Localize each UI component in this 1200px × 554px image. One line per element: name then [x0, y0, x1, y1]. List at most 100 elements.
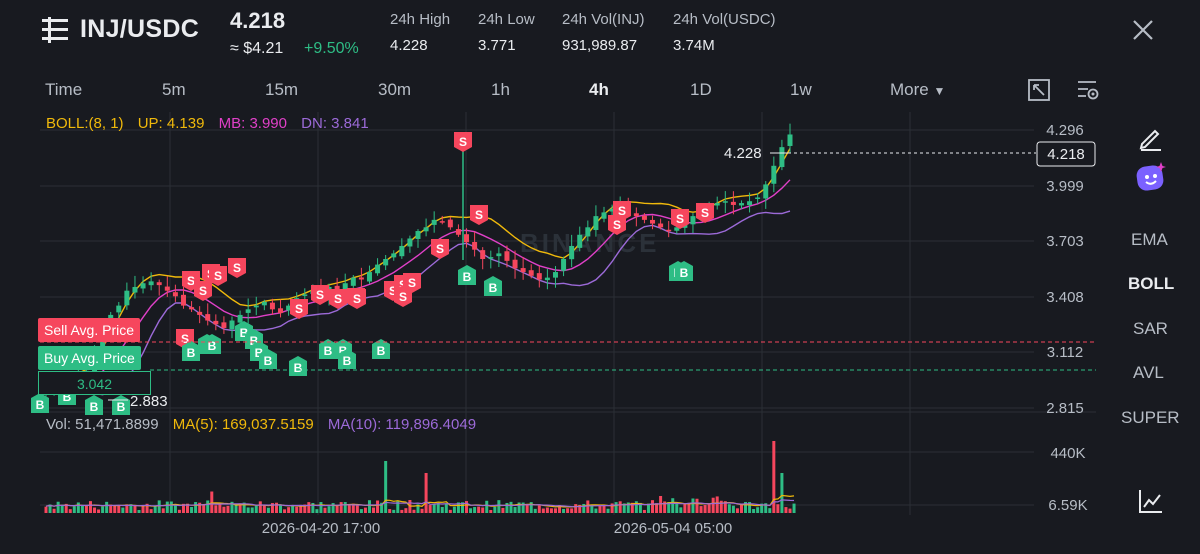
volume-bar	[311, 502, 315, 513]
tab-more[interactable]: More ▼	[890, 80, 945, 100]
tab-1d[interactable]: 1D	[690, 80, 712, 99]
trading-pair[interactable]: INJ/USDC	[80, 15, 200, 43]
volume-bar	[440, 506, 444, 513]
buy-marker-label: B	[324, 344, 333, 358]
indicator-avl[interactable]: AVL	[1133, 363, 1164, 382]
volume-bar	[456, 502, 460, 513]
volume-bar	[715, 496, 719, 513]
volume-bar	[452, 506, 456, 513]
last-price: 4.218	[230, 8, 286, 33]
sell-marker: S	[454, 132, 472, 152]
buy-marker-label: B	[240, 326, 249, 340]
volume-bar	[748, 502, 752, 513]
volume-bar	[165, 501, 169, 513]
tab-15m[interactable]: 15m	[265, 80, 299, 99]
volume-bar	[703, 505, 707, 513]
volume-bar	[327, 506, 331, 513]
volume-bar	[250, 507, 254, 513]
fullscreen-icon[interactable]	[1027, 78, 1051, 102]
volume-bar	[420, 508, 424, 513]
volume-bar	[501, 507, 505, 513]
volume-bar	[400, 509, 404, 513]
tab-time[interactable]: Time	[45, 80, 83, 99]
volume-bar	[190, 507, 194, 513]
volume-bar	[626, 502, 630, 513]
volume-bar	[651, 500, 655, 513]
volume-bar	[582, 503, 586, 513]
indicator-boll[interactable]: BOLL	[1128, 274, 1175, 293]
time-axis-label: 2026-05-04 05:00	[614, 520, 732, 537]
buy-marker: B	[675, 261, 693, 281]
volume-bar	[735, 508, 739, 513]
indicator-sar[interactable]: SAR	[1133, 319, 1168, 338]
tab-5m[interactable]: 5m	[162, 80, 186, 99]
candle-body	[633, 213, 639, 217]
volume-bar	[784, 507, 788, 513]
candle-body	[342, 283, 348, 293]
menu-icon[interactable]	[42, 17, 70, 43]
volume-bar	[214, 505, 218, 513]
volume-bar	[258, 501, 262, 513]
chart-settings-icon[interactable]	[1076, 78, 1100, 102]
candle-body	[520, 268, 526, 273]
sell-marker-label: S	[199, 284, 207, 298]
volume-bar	[553, 508, 557, 513]
sell-marker: S	[194, 281, 212, 301]
volume-bar	[129, 504, 133, 513]
volume-bar	[283, 509, 287, 513]
volume-bar	[351, 503, 355, 513]
volume-bar	[376, 500, 380, 513]
volume-bar	[56, 501, 60, 513]
indicator-ema[interactable]: EMA	[1131, 230, 1168, 249]
volume-bar	[614, 502, 618, 513]
volume-bar	[525, 504, 529, 513]
boll-dn: DN: 3.841	[301, 115, 369, 132]
stat-24h-high: 24h High 4.228	[390, 11, 451, 54]
volume-bar	[68, 509, 72, 513]
axis-labels: 4.296 3.999 3.703 3.408 3.112 2.815 440K 6.59K 2…	[262, 122, 1088, 537]
candle-body	[674, 227, 680, 231]
volume-bar	[198, 502, 202, 513]
sell-marker: S	[431, 239, 449, 259]
low-marker-label: 2.883	[130, 393, 168, 410]
tab-1h[interactable]: 1h	[491, 80, 510, 99]
tab-4h[interactable]: 4h	[589, 80, 609, 99]
tab-30m[interactable]: 30m	[378, 80, 412, 99]
sell-marker-label: S	[475, 208, 483, 222]
chart-line-icon[interactable]	[1137, 487, 1165, 515]
candle-body	[730, 201, 736, 205]
volume-bar	[48, 504, 52, 513]
volume-bar	[444, 503, 448, 513]
volume-bar	[646, 503, 650, 513]
volume-axis-label: 6.59K	[1048, 497, 1087, 514]
volume-bar	[752, 509, 756, 513]
volume-bar	[153, 505, 157, 513]
indicator-super[interactable]: SUPER	[1121, 408, 1180, 427]
volume-bar	[663, 501, 667, 513]
sell-marker-label: S	[399, 290, 407, 304]
buy-marker: B	[203, 334, 221, 354]
volume-bar	[60, 504, 64, 513]
candle-body	[690, 216, 696, 225]
ai-assistant-icon[interactable]	[1133, 160, 1169, 196]
buy-marker-label: B	[264, 354, 273, 368]
sell-marker: S	[608, 215, 626, 235]
candle-body	[447, 219, 453, 228]
header: INJ/USDC 4.218 ≈ $4.21 +9.50% 24h High 4.…	[0, 0, 1200, 72]
volume-bar	[788, 508, 792, 513]
draw-pencil-icon[interactable]	[1137, 124, 1165, 152]
volume-bar	[667, 502, 671, 513]
sell-marker-label: S	[233, 261, 241, 275]
volume-bar	[149, 509, 153, 513]
sell-marker-label: S	[408, 276, 416, 290]
volume-bar	[84, 505, 88, 513]
sell-avg-badge[interactable]: Sell Avg. Price	[38, 318, 141, 342]
buy-marker-label: B	[343, 354, 352, 368]
close-icon[interactable]	[1131, 18, 1155, 42]
buy-avg-badge[interactable]: Buy Avg. Price	[38, 346, 141, 370]
tab-1w[interactable]: 1w	[790, 80, 812, 99]
candle-body	[156, 282, 162, 286]
candle-body	[261, 301, 267, 306]
approx-usd: ≈ $4.21	[230, 40, 284, 57]
